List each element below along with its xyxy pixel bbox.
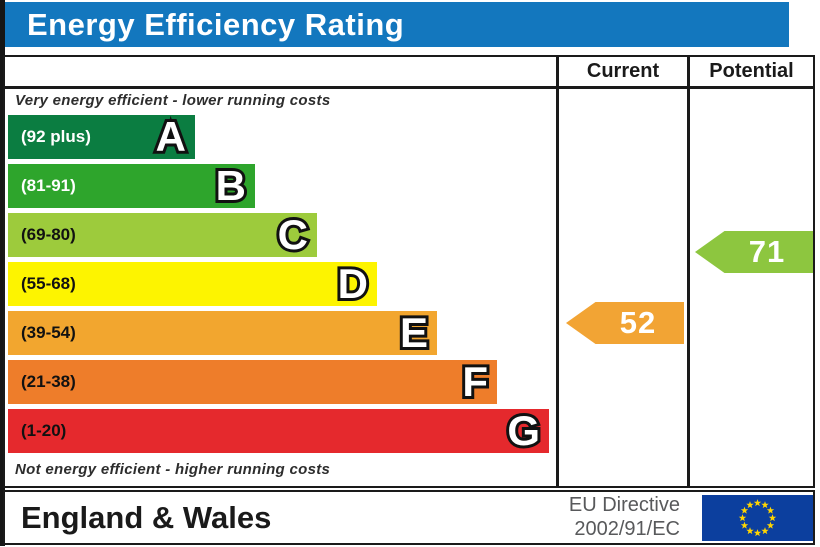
current-rating-arrow: 52 — [566, 302, 684, 344]
current-rating-value: 52 — [619, 305, 657, 340]
band-letter-glyph: A — [155, 113, 186, 160]
band-letter: B — [215, 162, 247, 209]
epc-band-row-g: (1-20) G — [8, 409, 554, 453]
band-range-label: (69-80) — [21, 225, 76, 244]
current-column-header: Current — [586, 60, 660, 82]
band-letter-glyph: B — [215, 162, 246, 209]
band-range-label: (39-54) — [21, 323, 76, 342]
eu-flag-icon — [702, 495, 813, 541]
epc-band-row-a: (92 plus) A — [8, 115, 554, 159]
epc-band-row-b: (81-91) B — [8, 164, 554, 208]
band-letter: A — [155, 113, 187, 160]
bottom-efficiency-note: Not energy efficient - higher running co… — [15, 461, 331, 478]
potential-column-divider — [687, 57, 690, 486]
band-letter-glyph: C — [277, 211, 308, 258]
epc-band-row-c: (69-80) C — [8, 213, 554, 257]
band-letter-glyph: E — [399, 309, 428, 356]
band-range-label: (81-91) — [21, 176, 76, 195]
band-bar-c: (69-80) C — [8, 213, 317, 257]
band-range-label: (21-38) — [21, 372, 76, 391]
band-range-label: (55-68) — [21, 274, 76, 293]
eu-directive-line2: 2002/91/EC — [574, 518, 680, 540]
band-letter: C — [277, 211, 309, 258]
band-bar-d: (55-68) D — [8, 262, 377, 306]
potential-column-header: Potential — [709, 60, 794, 82]
band-range-label: (92 plus) — [21, 127, 91, 146]
band-letter-glyph: F — [462, 358, 488, 405]
rating-bands: (92 plus)A(81-91)B(69-80)C(55-68)D(39-54… — [8, 115, 554, 458]
region-label: England & Wales — [21, 499, 272, 535]
band-letter: E — [399, 309, 428, 356]
header-row-divider — [5, 86, 813, 89]
band-letter-glyph: D — [337, 260, 368, 307]
band-letter-glyph: G — [507, 407, 540, 454]
band-letter: F — [462, 358, 488, 405]
band-letter: D — [337, 260, 369, 307]
footer-bar: England & Wales EU Directive 2002/91/EC — [3, 490, 815, 545]
epc-band-row-e: (39-54) E — [8, 311, 554, 355]
potential-rating-arrow: 71 — [695, 231, 813, 273]
band-bar-e: (39-54) E — [8, 311, 437, 355]
band-bar-g: (1-20) G — [8, 409, 549, 453]
band-bar-f: (21-38) F — [8, 360, 497, 404]
eu-directive-text: EU Directive 2002/91/EC — [569, 493, 680, 541]
band-letter: G — [507, 407, 540, 454]
current-column-divider — [556, 57, 559, 486]
band-bar-b: (81-91) B — [8, 164, 255, 208]
band-range-label: (1-20) — [21, 421, 67, 440]
rating-table: Current Potential Very energy efficient … — [3, 55, 815, 488]
potential-rating-value: 71 — [748, 234, 786, 269]
left-border — [0, 0, 5, 546]
eu-directive-line1: EU Directive — [568, 494, 680, 516]
top-efficiency-note: Very energy efficient - lower running co… — [15, 92, 331, 109]
chart-title-bar: Energy Efficiency Rating — [5, 2, 789, 47]
epc-band-row-d: (55-68) D — [8, 262, 554, 306]
epc-band-row-f: (21-38) F — [8, 360, 554, 404]
band-bar-a: (92 plus) A — [8, 115, 195, 159]
chart-title: Energy Efficiency Rating — [27, 6, 405, 42]
